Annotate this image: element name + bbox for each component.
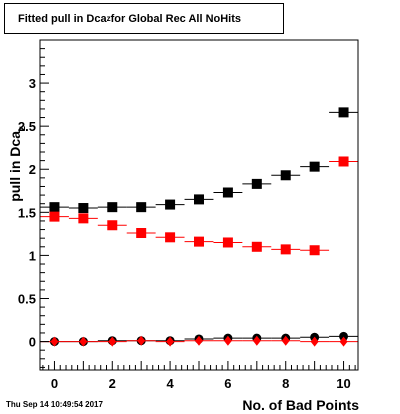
- data-point-square: [251, 178, 262, 189]
- data-point-diamond: [166, 336, 175, 347]
- x-tick-label: 4: [166, 376, 174, 391]
- data-point-diamond: [223, 335, 232, 346]
- x-tick-label: 8: [282, 376, 289, 391]
- series-1: [40, 107, 358, 214]
- chart-title-prefix: Fitted pull in Dca: [18, 12, 107, 25]
- y-tick-label: 2: [29, 162, 36, 177]
- y-tick-label: 0: [29, 335, 36, 350]
- y-axis-title: pull in Dcaz: [7, 126, 28, 202]
- data-point-square: [165, 232, 176, 243]
- data-point-square: [194, 194, 204, 205]
- chart-title-box: Fitted pull in Dca z for Global Rec All N…: [4, 3, 284, 34]
- axis-layer: 0 2 4 6 8 10 0 0.5 1 1.5 2 2.5 3: [18, 39, 356, 391]
- chart-title-subscript: z: [106, 14, 111, 23]
- data-point-diamond: [195, 335, 203, 346]
- chart-title-suffix: for Global Rec All NoHits: [110, 12, 242, 25]
- data-point-square: [194, 236, 204, 247]
- data-point-square: [78, 203, 89, 214]
- x-tick-label: 2: [109, 376, 116, 391]
- data-point-square: [338, 156, 349, 167]
- data-point-diamond: [79, 336, 88, 347]
- data-point-square: [309, 245, 320, 256]
- data-point-square: [309, 161, 320, 172]
- series-2: [40, 156, 358, 256]
- y-tick-label: 3: [29, 76, 36, 91]
- data-point-diamond: [281, 335, 290, 346]
- series-layer: [40, 107, 358, 347]
- x-axis-title: No. of Bad Points: [242, 397, 359, 413]
- y-tick-label: 1.5: [18, 205, 36, 220]
- data-point-diamond: [50, 336, 59, 347]
- y-tick-label: 2.5: [18, 119, 36, 134]
- data-point-circle: [339, 331, 349, 341]
- x-tick-label: 10: [336, 376, 350, 391]
- series-4: [40, 335, 358, 347]
- data-point-square: [136, 202, 147, 213]
- data-point-diamond: [310, 336, 319, 347]
- y-tick-label: 1: [29, 248, 36, 263]
- data-point-square: [165, 199, 176, 210]
- data-point-square: [136, 228, 147, 239]
- data-point-diamond: [137, 335, 146, 346]
- data-point-square: [107, 202, 118, 213]
- y-axis-title-subscript: z: [17, 126, 28, 131]
- data-point-square: [222, 237, 233, 248]
- x-tick-label: 6: [224, 376, 231, 391]
- y-axis-title-prefix: pull in Dca: [7, 131, 23, 202]
- data-point-square: [49, 211, 60, 222]
- data-point-square: [280, 244, 291, 255]
- data-point-diamond: [339, 336, 348, 347]
- data-point-square: [251, 241, 262, 252]
- data-point-square: [338, 107, 349, 118]
- data-point-diamond: [108, 336, 117, 347]
- y-tick-label: 0.5: [18, 291, 36, 306]
- x-tick-label: 0: [51, 376, 58, 391]
- data-point-square: [222, 187, 233, 198]
- timestamp-label: Thu Sep 14 10:49:54 2017: [6, 400, 103, 409]
- data-point-square: [49, 202, 60, 213]
- data-point-square: [107, 220, 118, 231]
- data-point-square: [280, 170, 291, 181]
- data-point-diamond: [252, 335, 261, 346]
- data-point-square: [78, 213, 89, 224]
